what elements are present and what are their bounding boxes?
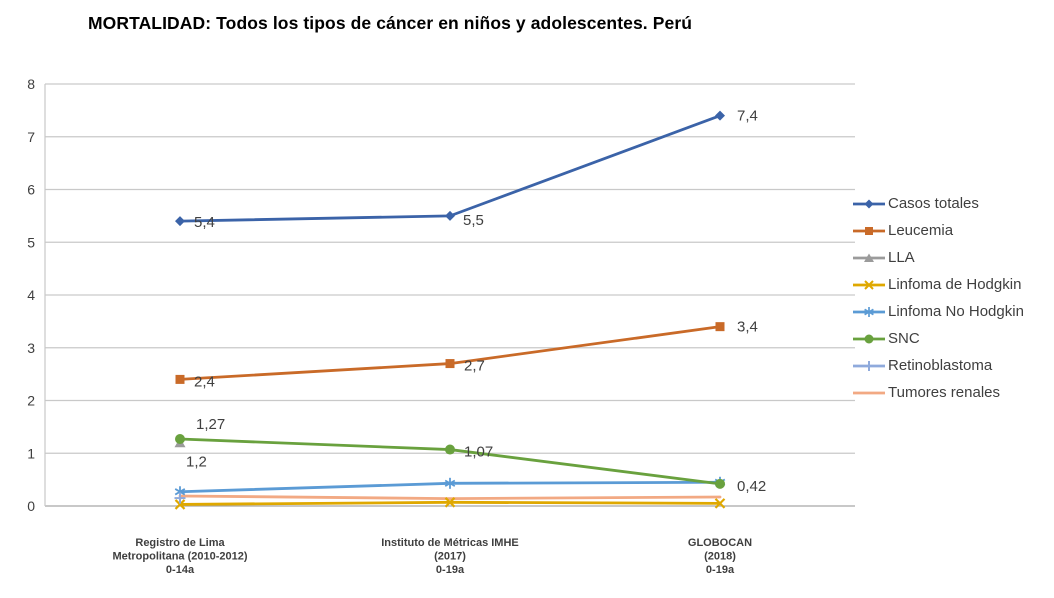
y-tick-label: 5: [27, 234, 35, 250]
legend-item-leucemia: Leucemia: [851, 217, 1024, 244]
y-tick-label: 4: [27, 287, 35, 303]
y-tick-label: 2: [27, 393, 35, 409]
data-point-marker-snc: [445, 444, 455, 455]
data-label: 5,4: [194, 214, 215, 231]
y-tick-label: 0: [27, 498, 35, 514]
data-label: 2,7: [464, 358, 485, 375]
data-label: 3,4: [737, 319, 758, 336]
y-tick-label: 3: [27, 340, 35, 356]
data-point-marker-snc: [175, 434, 185, 445]
legend-item-label: Leucemia: [888, 222, 954, 239]
data-label: 2,4: [194, 373, 215, 390]
data-point-marker-linfoma-de-hodgkin: [444, 497, 456, 508]
legend-item-linfoma-de-hodgkin: Linfoma de Hodgkin: [851, 271, 1024, 298]
chart-title: MORTALIDAD: Todos los tipos de cáncer en…: [87, 13, 693, 33]
linfoma-de-hodgkin-legend-marker-icon: [853, 279, 885, 290]
data-label: 1,2: [186, 454, 207, 471]
series-line-casos-totales: [178, 114, 722, 223]
data-point-marker-leucemia: [175, 374, 185, 384]
data-label: 1,07: [464, 444, 493, 461]
data-label: 5,5: [463, 212, 484, 229]
data-point-marker-casos-totales: [445, 210, 455, 221]
snc-legend-marker-icon: [853, 334, 885, 343]
lla-legend-marker-icon: [853, 253, 885, 262]
casos-totales-legend-marker-icon: [853, 199, 885, 208]
leucemia-legend-marker-icon: [853, 226, 885, 235]
data-point-marker-linfoma-de-hodgkin: [714, 498, 726, 509]
y-tick-label: 8: [27, 76, 35, 92]
legend-item-retinoblastoma: Retinoblastoma: [851, 352, 1024, 379]
legend-item-snc: SNC: [851, 325, 1024, 352]
data-label: 1,27: [196, 416, 225, 433]
data-label: 7,4: [737, 108, 758, 125]
legend-item-label: Linfoma de Hodgkin: [888, 276, 1022, 293]
data-label: 0,42: [737, 478, 766, 495]
data-point-marker-linfoma-no-hodgkin: [444, 479, 456, 487]
y-tick-label: 1: [27, 445, 35, 461]
data-point-marker-snc: [715, 478, 725, 489]
series-line-leucemia: [178, 325, 722, 381]
legend-item-label: Casos totales: [888, 195, 979, 212]
data-point-marker-leucemia: [445, 359, 455, 369]
legend-item-label: Retinoblastoma: [888, 357, 993, 374]
legend-item-lla: LLA: [851, 244, 1024, 271]
data-point-marker-casos-totales: [175, 216, 185, 227]
legend-item-label: Linfoma No Hodgkin: [888, 303, 1024, 320]
data-point-marker-linfoma-de-hodgkin: [174, 499, 186, 510]
y-tick-label: 6: [27, 182, 35, 198]
x-category-label: Instituto de Métricas IMHE (2017) 0-19a: [381, 537, 519, 576]
data-point-marker-leucemia: [715, 322, 725, 332]
legend-item-linfoma-no-hodgkin: Linfoma No Hodgkin: [851, 298, 1024, 325]
data-point-marker-linfoma-no-hodgkin: [174, 488, 186, 496]
legend-item-casos-totales: Casos totales: [851, 190, 1024, 217]
legend: Casos totales Leucemia LLA Linfoma de Hodgk…: [851, 190, 1024, 406]
data-point-marker-casos-totales: [715, 110, 725, 121]
linfoma-no-hodgkin-legend-marker-icon: [853, 306, 885, 317]
legend-item-tumores-renales: Tumores renales: [851, 379, 1024, 406]
x-category-label: Registro de Lima Metropolitana (2010-2012…: [112, 537, 247, 576]
series-line-tumores-renales: [178, 494, 722, 501]
retinoblastoma-legend-marker-icon: [853, 360, 885, 371]
legend-item-label: LLA: [888, 249, 915, 266]
tumores-renales-legend-marker-icon: [853, 391, 885, 394]
y-tick-label: 7: [27, 129, 35, 145]
legend-item-label: Tumores renales: [888, 384, 1000, 401]
x-category-label: GLOBOCAN (2018) 0-19a: [688, 537, 752, 576]
legend-item-label: SNC: [888, 330, 920, 347]
